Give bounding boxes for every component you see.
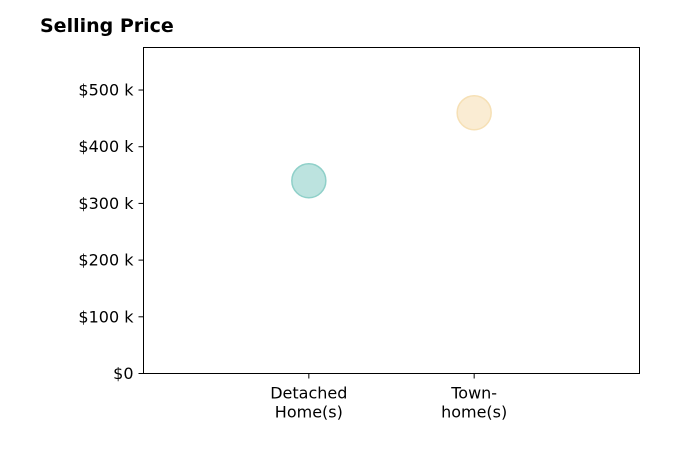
chart-title: Selling Price bbox=[40, 15, 174, 37]
y-tick-label: $300 k bbox=[78, 194, 134, 213]
y-tick-label: $100 k bbox=[78, 307, 134, 326]
x-tick-label: Town-home(s) bbox=[441, 384, 507, 422]
y-axis: $0 $100 k $200 k $300 k $400 k $500 k bbox=[78, 81, 144, 383]
x-tick-label: Detached Home(s) bbox=[270, 384, 347, 422]
x-axis: Detached Home(s) Town-home(s) bbox=[270, 373, 507, 422]
plot-frame bbox=[143, 47, 640, 374]
y-tick-label: $0 bbox=[113, 364, 133, 383]
data-point bbox=[456, 94, 492, 131]
y-tick-label: $500 k bbox=[78, 81, 134, 100]
data-point bbox=[291, 162, 327, 199]
data-points bbox=[291, 94, 492, 199]
y-tick-label: $400 k bbox=[78, 137, 134, 156]
y-tick-label: $200 k bbox=[78, 251, 134, 270]
